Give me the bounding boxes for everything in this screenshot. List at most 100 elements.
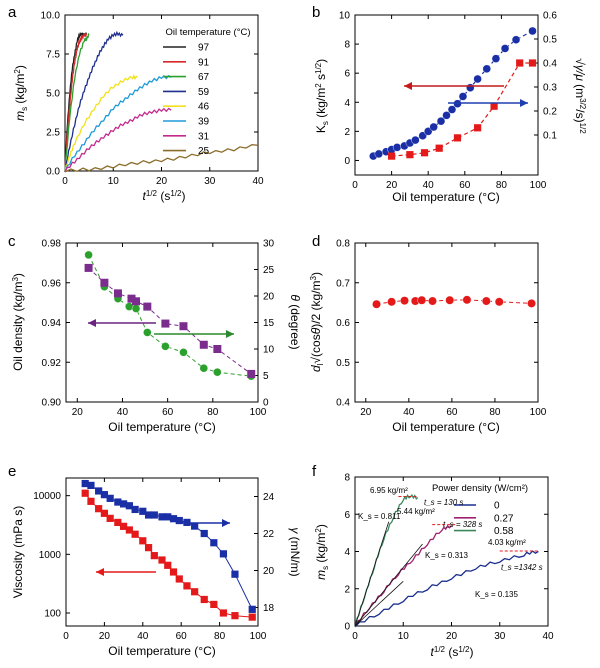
x-tick-label: 0 (352, 180, 358, 191)
data-point (219, 550, 228, 558)
panel-e: e 0 20 40 60 80 100 100 1000 10000 18 20 22 24 Oil tem… (8, 463, 302, 658)
arrow-left-axis-head (88, 319, 96, 327)
x-tick-label: 40 (252, 176, 264, 187)
data-point (164, 513, 172, 521)
legend-title: Oil temperature (°C) (165, 27, 250, 38)
series-line-25 (64, 144, 259, 173)
data-point (436, 116, 446, 126)
panel-letter: f (312, 463, 317, 480)
data-point (411, 135, 420, 145)
x-tick-label: 10 (398, 631, 410, 642)
y-tick-label: 8 (344, 40, 350, 51)
y2-tick-label: 0.6 (543, 11, 557, 22)
data-point (175, 516, 183, 525)
data-point (213, 367, 222, 377)
y2-tick-label: 18 (263, 603, 275, 614)
y-tick-label: 4 (344, 98, 350, 109)
data-point (139, 537, 147, 545)
x-tick-label: 80 (496, 180, 508, 191)
data-point (183, 582, 191, 590)
data-point (247, 369, 256, 378)
x-tick-label: 40 (423, 180, 435, 191)
data-point (231, 612, 239, 620)
y-tick-label: 6 (344, 69, 350, 80)
data-point (447, 105, 457, 114)
data-point (462, 295, 472, 305)
annotation-plateau: 5.44 kg/m² (397, 507, 435, 516)
y2-tick-label: 0 (263, 398, 269, 409)
y-tick-label: 0.98 (42, 239, 62, 250)
data-point (150, 552, 158, 560)
legend-label: 67 (198, 72, 210, 83)
data-point (199, 364, 208, 373)
y-tick-label: 4 (344, 547, 350, 558)
arrow-right-axis-head (226, 330, 234, 338)
plot-frame (64, 14, 259, 172)
series-line-0 (84, 492, 253, 618)
x-tick-label: 80 (207, 407, 219, 418)
x-tick-label: 80 (489, 407, 501, 418)
arrow-left-axis-head (96, 568, 104, 576)
data-point (100, 509, 108, 517)
data-point (132, 297, 141, 306)
data-point (114, 498, 122, 506)
data-point (527, 299, 536, 308)
data-point (120, 500, 128, 508)
panel-letter: d (312, 233, 320, 250)
data-point (131, 505, 139, 514)
x-tick-label: 100 (250, 631, 267, 642)
legend-label: 0.58 (494, 526, 514, 537)
data-point (161, 319, 170, 328)
annotation-plateau: 4.03 kg/m² (488, 538, 526, 547)
y-tick-label: 10000 (33, 491, 61, 502)
data-point (490, 102, 498, 110)
series-line-1 (391, 62, 533, 157)
data-point (158, 513, 166, 521)
data-point (95, 505, 103, 513)
data-point (161, 342, 170, 351)
series-line-91 (64, 32, 88, 172)
y-axis-label: Viscosity (mPa s) (11, 506, 25, 598)
x-tick-label: 40 (542, 631, 554, 642)
y2-axis-label: √γ/μ (m3/2/s)1/2 (573, 58, 587, 134)
panel-letter: b (312, 4, 320, 21)
series-line-1 (85, 483, 253, 610)
data-point (491, 54, 501, 63)
data-point (387, 297, 396, 307)
y-tick-label: 0.0 (46, 167, 60, 178)
y-tick-label: 0.8 (336, 239, 350, 250)
data-point (210, 600, 218, 609)
legend-label: 97 (198, 43, 210, 54)
y-tick-label: 5.0 (46, 89, 60, 100)
data-point (95, 487, 103, 495)
y-tick-label: 8 (344, 473, 350, 484)
plot-frame (65, 477, 259, 627)
data-point (392, 143, 402, 152)
fit-line (354, 543, 423, 627)
x-tick-label: 0 (62, 176, 68, 187)
x-axis-label: t1/2 (s1/2) (431, 645, 474, 659)
x-axis-label: Oil temperature (°C) (392, 190, 500, 204)
x-tick-label: 20 (386, 180, 398, 191)
data-point (144, 544, 153, 552)
y2-tick-label: 24 (263, 492, 275, 503)
data-point (473, 74, 482, 84)
series-line-1 (88, 267, 252, 375)
data-point (191, 522, 199, 530)
data-point (435, 144, 443, 152)
legend-label: 25 (198, 146, 210, 157)
y-tick-label: 0.94 (42, 318, 62, 329)
data-point (114, 518, 122, 527)
y-tick-label: 7.5 (46, 50, 60, 61)
x-tick-label: 80 (214, 631, 226, 642)
data-point (500, 44, 510, 53)
y-axis-label: Ks (kg/m2 s1/2) (314, 59, 330, 133)
data-point (200, 529, 208, 538)
fit-line (354, 581, 404, 627)
y2-tick-label: 15 (263, 318, 275, 329)
data-point (125, 526, 133, 534)
annotation-ks: K_s = 0.135 (475, 590, 518, 599)
y-tick-label: 0 (344, 156, 350, 167)
data-point (388, 152, 396, 160)
arrow-right-axis-head (222, 519, 230, 527)
